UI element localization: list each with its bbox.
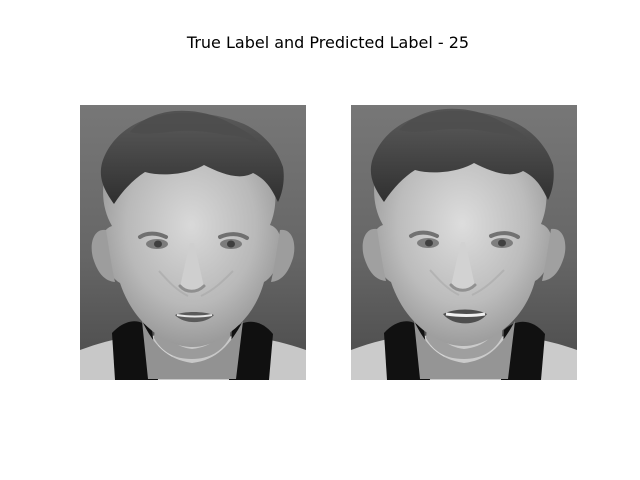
figure-title: True Label and Predicted Label - 25 <box>186 33 470 52</box>
true-face-image <box>80 105 306 380</box>
predicted-face-image <box>351 105 577 380</box>
predicted-face-photo <box>351 105 577 380</box>
true-face-photo <box>80 105 306 380</box>
